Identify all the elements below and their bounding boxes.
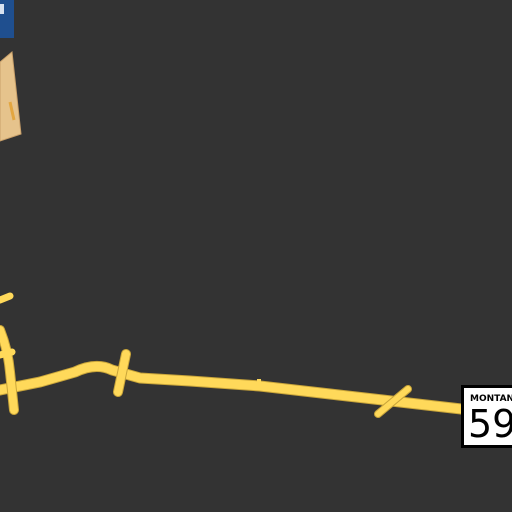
route-shield[interactable]: MONTANA 59 [461, 385, 512, 448]
cross-road-2 [374, 385, 412, 418]
route-shield-face [464, 388, 512, 445]
cross-road-1 [113, 349, 131, 397]
corner-sign-edge [0, 4, 4, 14]
building-detail [8, 101, 16, 121]
side-road-left [0, 292, 19, 415]
building-footprint [0, 51, 22, 142]
route-shield-state: MONTANA [470, 394, 512, 404]
highway-59-road [0, 361, 512, 421]
route-shield-number: 59 [468, 402, 512, 446]
